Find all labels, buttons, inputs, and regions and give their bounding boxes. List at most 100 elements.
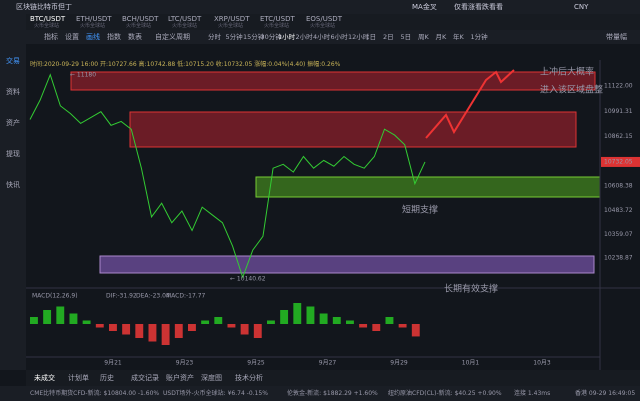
period[interactable]: 周K [418,33,429,41]
macd-bar [306,306,315,324]
period[interactable]: 年K [453,33,464,41]
macd-bar [82,320,91,324]
toolbar-item[interactable]: 画线 [86,33,100,41]
macd-bar [43,310,52,324]
macd-bar [240,324,249,335]
price-tick-label: 11122.00 [604,83,633,90]
tab-source: 火币全球站 [310,23,336,29]
sidebar-item[interactable]: 交易 [6,57,20,65]
macd-bar [253,324,262,338]
period[interactable]: 1分钟 [470,33,488,41]
date-label: 9月25 [247,360,265,367]
sidebar [0,14,26,370]
tab-source: 火币全球站 [34,23,60,29]
macd-bar [95,324,104,328]
macd-bar [332,317,341,324]
tab-pair[interactable]: ETH/USDT [76,15,112,23]
resistance-zone [129,111,577,148]
macd-bar [30,317,38,324]
macd-bar [135,324,144,338]
toolbar-item[interactable]: 指标 [44,33,58,41]
tab-pair[interactable]: BCH/USDT [122,15,159,23]
annotation: 上冲后大概率 [540,66,594,78]
period[interactable]: 5日 [400,33,412,41]
toolbar-item[interactable]: 数表 [128,33,142,41]
bottom-tab[interactable]: 未成交 [34,374,55,382]
sidebar-item[interactable]: 提现 [6,150,20,158]
period[interactable]: 6小时 [330,33,348,41]
tab-pair[interactable]: ETC/USDT [260,15,295,23]
tab-pair[interactable]: XRP/USDT [214,15,250,23]
period[interactable]: 1小时 [278,33,296,41]
tab-source: 火币全球站 [172,23,198,29]
sidebar-item[interactable]: 快讯 [6,181,20,189]
sidebar-item[interactable]: 资料 [6,88,20,96]
bottom-tab[interactable]: 成交记录 [131,374,159,382]
macd-bar [188,324,196,331]
annotation: 短期支撑 [402,204,438,216]
tab-bar [26,14,640,30]
macd-bar [411,324,420,337]
period[interactable]: 5分钟 [225,33,243,41]
bottom-tab[interactable]: 深度图 [201,374,222,382]
toolbar-bg [26,30,640,44]
macd-bar [201,320,210,324]
bottom-tab[interactable]: 历史 [100,374,114,382]
period[interactable]: 1日 [365,33,377,41]
toolbar-item[interactable]: 自定义周期 [155,33,190,41]
toolbar-item[interactable]: 指数 [107,33,121,41]
status-item: 纽约原油CFD(CL)-新流: $40.25 +0.90% [388,390,502,397]
status-item: 香港 09-29 16:49:05 [575,390,636,397]
macd-bar [56,306,65,324]
top-right-item[interactable]: 仅看涨看跌看看 [454,3,503,11]
bottom-tab[interactable]: 计划单 [68,374,89,382]
price-tick-label: 10359.07 [604,231,633,238]
arrow-path [425,69,515,139]
macd-bar [214,317,223,324]
top-bar [0,0,640,14]
annotation: ← 10140.62 [230,276,266,283]
period[interactable]: 12小时 [348,33,370,41]
toolbar-item[interactable]: 设置 [65,33,79,41]
period[interactable]: 30分钟 [260,33,282,41]
macd-bar [319,313,328,324]
period[interactable]: 4小时 [313,33,331,41]
price-tick-label: 10732.05 [604,158,633,165]
sidebar-item[interactable]: 资产 [6,119,20,127]
price-tick-label: 10238.87 [604,255,633,262]
period[interactable]: 15分钟 [243,33,265,41]
macd-bar [346,320,354,324]
macd-bar [227,324,236,328]
tab-source: 火币全球站 [126,23,152,29]
status-bar [0,386,640,401]
bottom-tab[interactable]: 账户资产 [166,374,194,382]
top-right-item[interactable]: MA金叉 [412,3,437,11]
tab-source: 火币全球站 [218,23,244,29]
annotation: 进入该区域盘整 [540,84,603,96]
tab-source: 火币全球站 [80,23,106,29]
period[interactable]: 2小时 [295,33,313,41]
macd-bar [161,324,170,345]
tab-pair[interactable]: EOS/USDT [306,15,342,23]
long-support-zone [99,255,595,274]
price-tick-label: 10991.31 [604,108,633,115]
period[interactable]: 2日 [383,33,394,41]
tab-pair[interactable]: BTC/USDT [30,15,66,23]
macd-bar [372,324,381,331]
app-title: 区块链比特币但丁 [16,3,72,11]
status-item: USDT场外-火币全球站: ¥6.74 -0.15% [163,390,268,397]
short-support-zone [255,176,601,198]
price-tick-label: 10483.72 [604,207,633,214]
macd-bar [109,324,117,331]
period[interactable]: 分时 [208,33,221,41]
tab-pair[interactable]: LTC/USDT [168,15,202,23]
resistance-zone-top [70,71,596,91]
status-item: 伦敦金-新流: $1882.29 +1.60% [287,390,378,397]
toolbar-right[interactable]: 带量幅 [606,33,627,41]
period[interactable]: 月K [435,33,447,41]
top-right-item[interactable]: CNY [574,3,589,11]
bottom-tab[interactable]: 技术分析 [235,374,263,382]
date-label: 10月1 [462,360,480,367]
date-label: 9月27 [319,360,337,367]
